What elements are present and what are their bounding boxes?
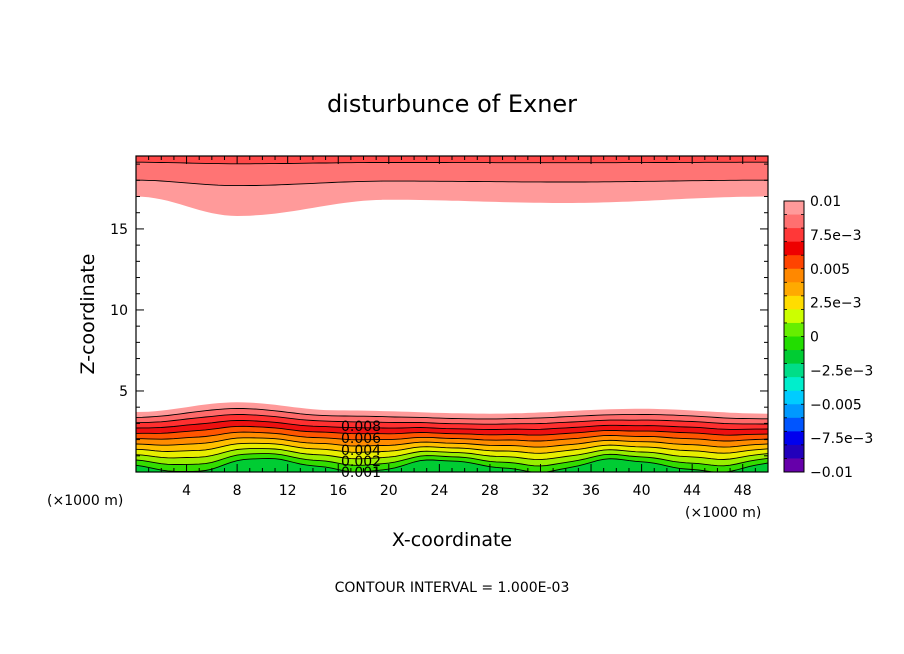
x-tick-label: 12 — [279, 483, 297, 499]
contour-line — [136, 448, 768, 461]
x-tick-label: 36 — [582, 483, 600, 499]
x-tick-label: 28 — [481, 483, 499, 499]
y-tick-label: 10 — [110, 303, 128, 319]
contour-line — [136, 414, 768, 425]
colorbar-label: 0 — [810, 330, 819, 346]
colorbar-swatch — [784, 255, 804, 270]
colorbar-swatch — [784, 390, 804, 405]
colorbar-frame — [783, 200, 805, 473]
colorbar-swatch — [784, 309, 804, 324]
x-tick-label: 8 — [233, 483, 242, 499]
contour-label-0002: 0.002 — [341, 454, 381, 470]
contour-line — [136, 425, 768, 436]
colorbar-swatch — [784, 214, 804, 229]
x-tick-label: 44 — [683, 483, 701, 499]
contour-line — [136, 442, 768, 454]
contour-lines — [136, 161, 768, 472]
contour-label-0008: 0.008 — [341, 419, 381, 435]
colorbar-swatch — [784, 228, 804, 243]
colorbar-swatch — [784, 295, 804, 310]
colorbar-swatch — [784, 417, 804, 432]
y-axis-label: Z-coordinate — [77, 254, 99, 375]
x-tick-label: 20 — [380, 483, 398, 499]
x-tick-label: 4 — [182, 483, 191, 499]
contour-line — [136, 453, 768, 467]
colorbar-label: −2.5e−3 — [810, 363, 873, 379]
colorbar-label: −0.005 — [810, 397, 862, 413]
colorbar-swatch — [784, 268, 804, 283]
colorbar-swatch — [784, 458, 804, 473]
contour-line — [136, 431, 768, 442]
colorbar-label: −0.01 — [810, 465, 853, 481]
colorbar-swatch — [784, 431, 804, 446]
x-tick-label: 24 — [430, 483, 448, 499]
colorbar-swatch — [784, 404, 804, 419]
colorbar-label: 0.01 — [810, 194, 841, 210]
colorbar-swatch — [784, 241, 804, 256]
contour-line — [136, 420, 768, 430]
x-tick-label: 16 — [329, 483, 347, 499]
colorbar-label: 7.5e−3 — [810, 228, 862, 244]
contour-label-0001: 0.001 — [341, 465, 381, 481]
colorbar-label: 0.005 — [810, 262, 850, 278]
colorbar-swatch — [784, 336, 804, 351]
fill-bottom-layer — [136, 458, 768, 472]
colorbar-swatch — [784, 322, 804, 337]
colorbar-swatch — [784, 201, 804, 216]
x-tick-label: 40 — [633, 483, 651, 499]
x-axis-label: X-coordinate — [392, 529, 512, 551]
contour-line — [136, 458, 768, 472]
colorbar-label: 2.5e−3 — [810, 296, 862, 312]
x-unit-right: (×1000 m) — [685, 505, 761, 521]
y-tick-label: 5 — [119, 384, 128, 400]
contour-line — [136, 161, 768, 165]
colorbar-swatch — [784, 350, 804, 365]
contour-line — [136, 407, 768, 420]
colorbar-swatch — [784, 282, 804, 297]
contour-interval-note: CONTOUR INTERVAL = 1.000E-03 — [335, 580, 570, 596]
x-tick-label: 32 — [532, 483, 550, 499]
chart-title: disturbunce of Exner — [327, 90, 577, 118]
y-tick-label: 15 — [110, 222, 128, 238]
x-unit-left: (×1000 m) — [47, 493, 123, 509]
colorbar-labels: 0.01 7.5e−3 0.005 2.5e−3 0 −2.5e−3 −0.005 −7.5e… — [810, 194, 873, 481]
colorbar-swatch — [784, 444, 804, 459]
colorbar-swatch — [784, 377, 804, 392]
contour-line — [136, 179, 768, 187]
contour-label-0004: 0.004 — [341, 443, 381, 459]
colorbar-label: −7.5e−3 — [810, 431, 873, 447]
contour-label-0006: 0.006 — [341, 431, 381, 447]
x-tick-label: 48 — [734, 483, 752, 499]
colorbar — [784, 201, 804, 473]
contour-line — [136, 437, 768, 448]
colorbar-swatch — [784, 363, 804, 378]
